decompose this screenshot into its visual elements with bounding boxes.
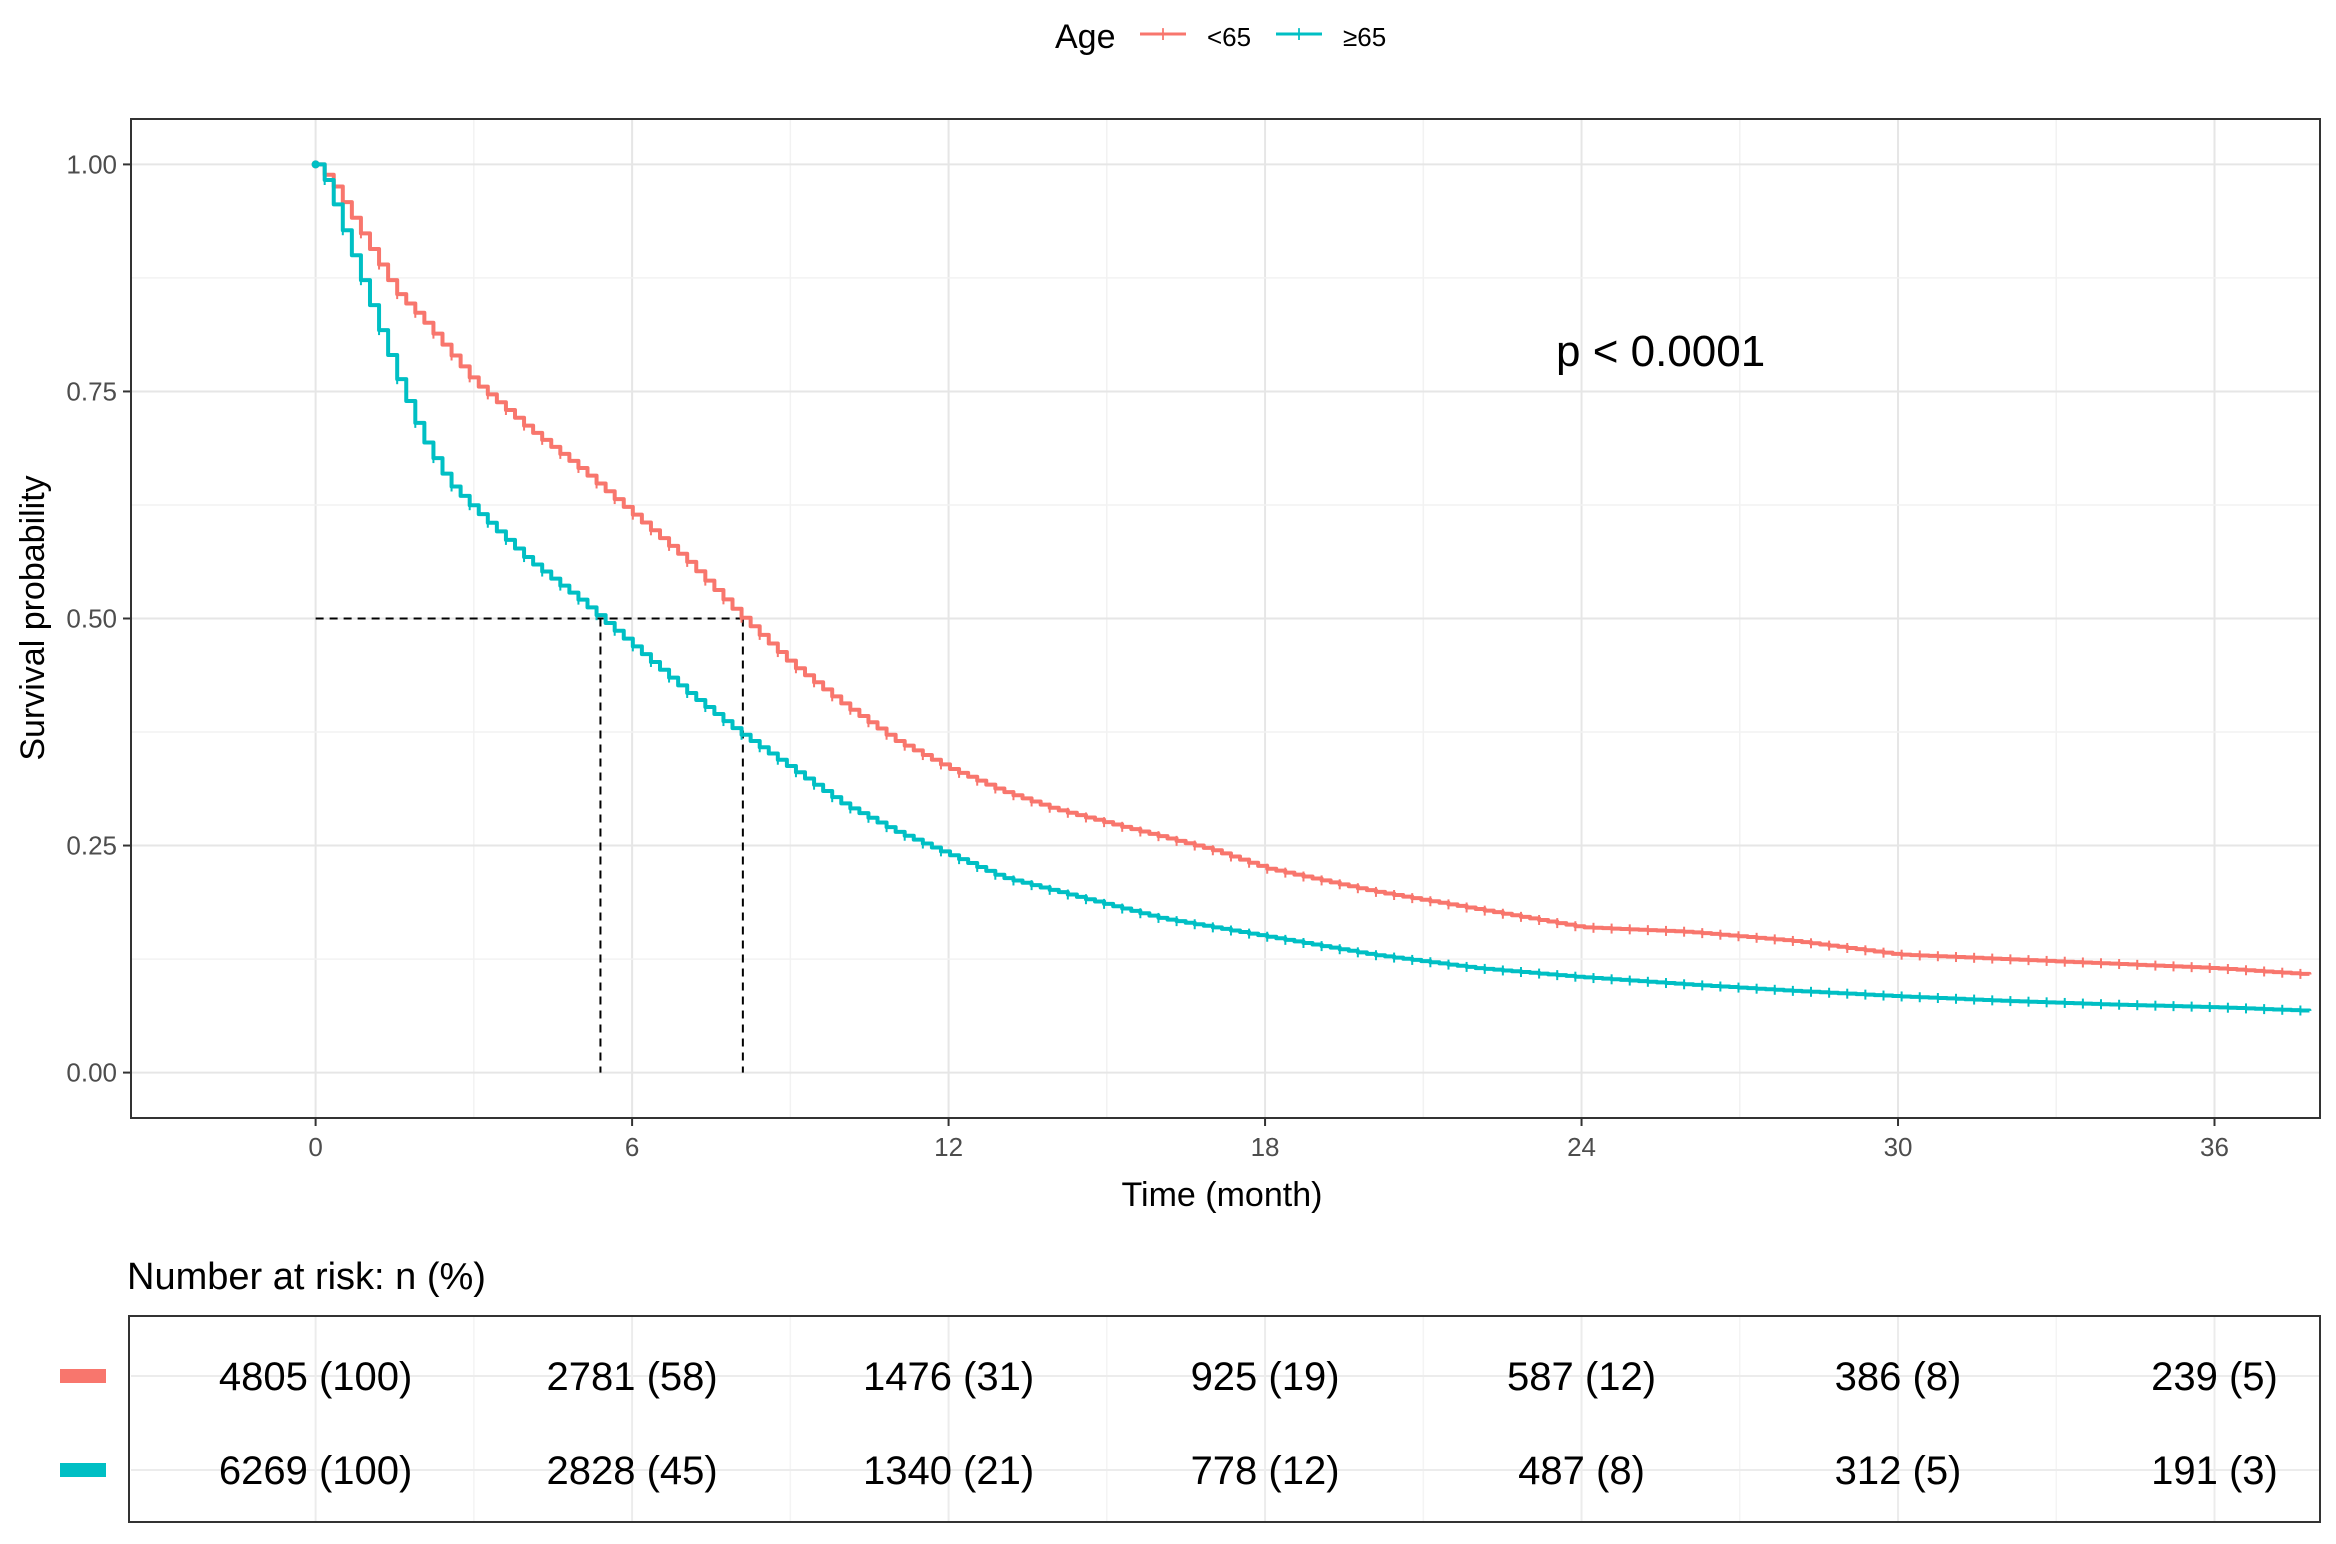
risk-cell: 4805 (100) <box>219 1355 412 1399</box>
y-axis-ticks: 0.00 0.25 0.50 0.75 1.00 <box>66 149 131 1088</box>
x-tick-label: 30 <box>1884 1132 1913 1162</box>
risk-table-border <box>128 1315 2321 1523</box>
x-tick-label: 0 <box>308 1132 322 1162</box>
x-axis-label: Time (month) <box>1122 1176 1323 1214</box>
legend-label-under65: <65 <box>1207 22 1251 52</box>
risk-cell: 778 (12) <box>1191 1449 1340 1493</box>
x-tick-label: 12 <box>934 1132 963 1162</box>
y-tick-label: 0.75 <box>66 376 117 406</box>
risk-cell: 2781 (58) <box>546 1355 717 1399</box>
y-tick-label: 0.00 <box>66 1058 117 1088</box>
legend-title: Age <box>1055 18 1116 56</box>
survival-curve-under65 <box>315 162 2312 976</box>
risk-cell: 6269 (100) <box>219 1449 412 1493</box>
survival-curves <box>311 160 2312 1016</box>
y-tick-label: 0.25 <box>66 831 117 861</box>
risk-cell: 925 (19) <box>1191 1355 1340 1399</box>
risk-cell: 1340 (21) <box>863 1449 1034 1493</box>
risk-cell: 239 (5) <box>2151 1355 2278 1399</box>
risk-table-rows: 4805 (100) 2781 (58) 1476 (31) 925 (19) 587 … <box>60 1355 2278 1493</box>
legend: Age + <65 + ≥65 <box>1055 18 1386 56</box>
x-axis-ticks: 0 6 12 18 24 30 36 <box>308 1118 2229 1162</box>
risk-cell: 587 (12) <box>1507 1355 1656 1399</box>
censor-marks-65plus <box>323 175 2302 1016</box>
curve-start-point-65plus <box>311 160 320 169</box>
risk-row-swatch-under65 <box>60 1369 106 1383</box>
risk-table-title: Number at risk: n (%) <box>127 1256 486 1298</box>
risk-table-background <box>129 1316 2320 1522</box>
median-lines <box>315 617 744 1073</box>
censor-marks-under65 <box>323 169 2302 979</box>
gridlines <box>131 119 2320 1118</box>
x-tick-label: 18 <box>1251 1132 1280 1162</box>
plot-panel: p < 0.0001 0.00 0.25 0.50 0.75 1.00 0 6 12 18 24… <box>14 118 2321 1214</box>
risk-cell: 2828 (45) <box>546 1449 717 1493</box>
y-axis-label: Survival probability <box>14 475 52 760</box>
x-tick-label: 36 <box>2200 1132 2229 1162</box>
risk-cell: 312 (5) <box>1835 1449 1962 1493</box>
survival-curve-65plus <box>315 162 2312 1013</box>
p-value-annotation: p < 0.0001 <box>1556 327 1765 376</box>
risk-cell: 487 (8) <box>1518 1449 1645 1493</box>
y-tick-label: 1.00 <box>66 149 117 179</box>
legend-label-65plus: ≥65 <box>1343 22 1386 52</box>
x-tick-label: 6 <box>625 1132 639 1162</box>
legend-marker-under65: + <box>1156 21 1170 48</box>
risk-cell: 1476 (31) <box>863 1355 1034 1399</box>
risk-cell: 191 (3) <box>2151 1449 2278 1493</box>
risk-cell: 386 (8) <box>1835 1355 1962 1399</box>
x-tick-label: 24 <box>1567 1132 1596 1162</box>
risk-row-swatch-65plus <box>60 1463 106 1477</box>
risk-table-grid <box>131 1316 2320 1522</box>
legend-marker-65plus: + <box>1292 21 1306 48</box>
y-tick-label: 0.50 <box>66 604 117 634</box>
risk-table: Number at risk: n (%) 4805 (100) 2781 (58… <box>60 1256 2321 1523</box>
